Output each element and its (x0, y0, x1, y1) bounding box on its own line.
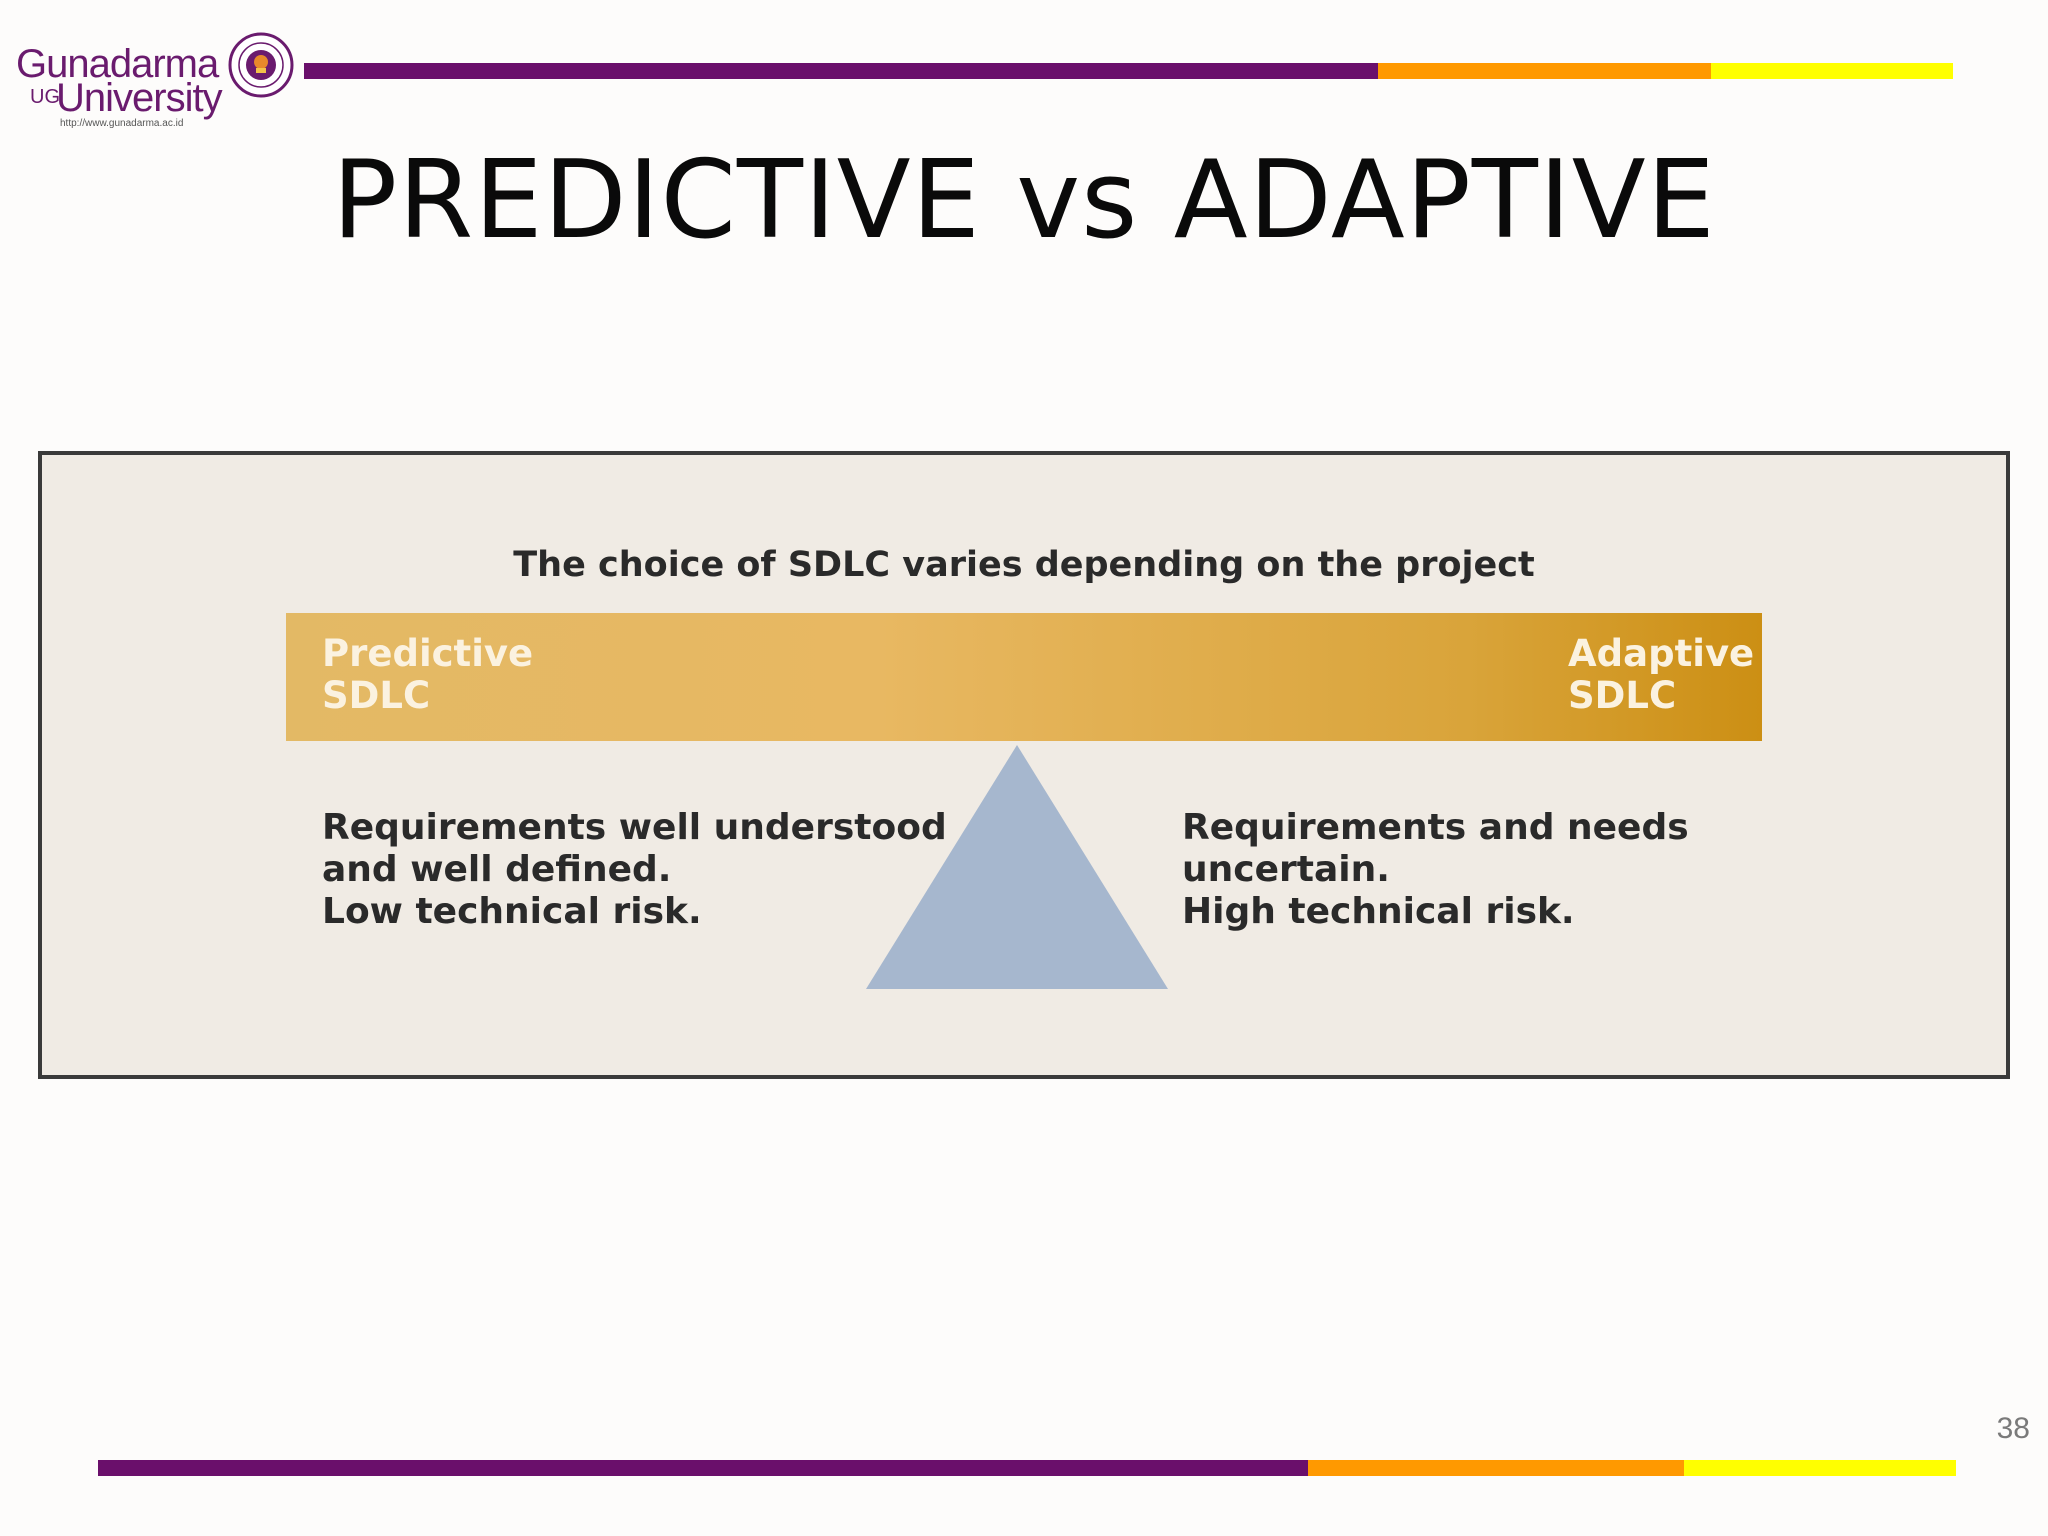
adaptive-description: Requirements and needs uncertain. High t… (1182, 807, 1689, 932)
page-number: 38 (1996, 1412, 2030, 1445)
university-seal-icon (228, 32, 294, 98)
footer-bar-purple (98, 1460, 1308, 1476)
logo-url: http://www.gunadarma.ac.id (60, 118, 184, 129)
header-bar-yellow (1711, 63, 1953, 79)
footer-bar-orange (1308, 1460, 1684, 1476)
university-logo: Gunadarma UG University http://www.gunad… (16, 32, 294, 132)
predictive-sdlc-label: Predictive SDLC (322, 632, 534, 717)
adaptive-sdlc-label: Adaptive SDLC (1568, 632, 1755, 717)
logo-name: Gunadarma (16, 42, 219, 86)
logo-university: University (56, 76, 223, 120)
balance-beam: Predictive SDLC Adaptive SDLC (286, 613, 1762, 741)
header-bar-orange (1378, 63, 1711, 79)
diagram-caption: The choice of SDLC varies depending on t… (513, 545, 1535, 585)
slide-title: PREDICTIVE vs ADAPTIVE (332, 138, 1716, 263)
logo-ug: UG (30, 86, 60, 108)
header-bar-purple (304, 63, 1378, 79)
sdlc-balance-diagram: The choice of SDLC varies depending on t… (38, 451, 2010, 1079)
footer-bar-yellow (1684, 1460, 1956, 1476)
pivot-triangle (866, 745, 1168, 989)
predictive-description: Requirements well understood and well de… (322, 807, 947, 932)
